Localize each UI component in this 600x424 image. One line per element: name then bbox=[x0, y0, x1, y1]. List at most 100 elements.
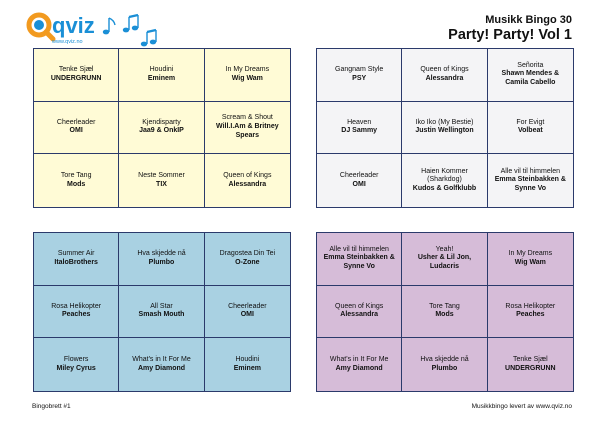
song-title: In My Dreams bbox=[225, 66, 270, 74]
song-title: Queen of Kings bbox=[223, 171, 272, 179]
bingo-cell: Queen of Kings Alessandra bbox=[205, 154, 290, 207]
bingo-card-3: Summer Air ItaloBrothers Hva skjedde nå Pl… bbox=[33, 232, 291, 392]
artist-name: Kudos & Golfklubb bbox=[412, 185, 477, 193]
artist-name: Eminem bbox=[233, 364, 261, 372]
qviz-logo: qviz www.qviz.no bbox=[22, 6, 170, 50]
song-title: Haien Kommer (Sharkdog) bbox=[421, 167, 468, 184]
bingo-cell: What's in It For Me Amy Diamond bbox=[119, 338, 205, 391]
song-title: Queen of Kings bbox=[420, 66, 469, 74]
artist-name: Amy Diamond bbox=[335, 364, 383, 372]
artist-name: Smash Mouth bbox=[138, 311, 185, 319]
logo-url: www.qviz.no bbox=[51, 39, 83, 45]
song-title: Scream & Shout bbox=[221, 114, 273, 122]
song-title: Kjendisparty bbox=[142, 118, 181, 126]
provider-credit: Musikkbingo levert av www.qviz.no bbox=[471, 403, 572, 410]
artist-name: Wig Wam bbox=[231, 74, 263, 82]
bingo-cell: All Star Smash Mouth bbox=[119, 285, 205, 339]
bingo-cell: Heaven DJ Sammy bbox=[317, 101, 403, 155]
bingo-cell: Alle vil til himmelen Emma Steinbakken & … bbox=[317, 233, 403, 286]
song-title: Gangnam Style bbox=[335, 66, 384, 74]
song-title: Summer Air bbox=[57, 250, 95, 258]
bingo-cell: Señorita Shawn Mendes & Camila Cabello bbox=[487, 49, 573, 102]
bingo-cell: Iko Iko (My Bestie) Justin Wellington bbox=[402, 101, 488, 155]
song-title: Alle vil til himmelen bbox=[329, 245, 389, 253]
song-title: Yeah! bbox=[435, 245, 454, 253]
bingo-cell: In My Dreams Wig Wam bbox=[487, 233, 573, 286]
song-title: Houdini bbox=[149, 66, 174, 74]
song-title: Alle vil til himmelen bbox=[500, 167, 561, 175]
artist-name: Plumbo bbox=[431, 364, 458, 372]
song-title: Dragostea Din Tei bbox=[219, 250, 276, 258]
song-title: Heaven bbox=[347, 118, 372, 126]
logo-graphic: qviz www.qviz.no bbox=[26, 12, 170, 47]
bingo-card-1: Tenke Sjæl UNDERGRUNN Houdini Eminem In My… bbox=[33, 48, 291, 208]
artist-name: OMI bbox=[352, 180, 366, 188]
bingo-title: Party! Party! Vol 1 bbox=[448, 27, 572, 43]
bingo-cell: Flowers Miley Cyrus bbox=[34, 338, 120, 391]
bingo-cell: Tenke Sjæl UNDERGRUNN bbox=[34, 49, 120, 102]
artist-name: Wig Wam bbox=[514, 258, 546, 266]
bingo-cell: Queen of Kings Alessandra bbox=[402, 49, 488, 102]
bingo-cell: Scream & Shout Will.I.Am & Britney Spears bbox=[204, 102, 290, 155]
song-title: Iko Iko (My Bestie) bbox=[415, 118, 474, 126]
song-title: What's in It For Me bbox=[132, 355, 191, 363]
artist-name: OMI bbox=[240, 311, 254, 319]
bingo-cell: In My Dreams Wig Wam bbox=[204, 49, 290, 102]
bingo-cell: Houdini Eminem bbox=[119, 49, 205, 102]
bingo-cell: Cheerleader OMI bbox=[34, 101, 120, 155]
song-title: Tore Tang bbox=[429, 302, 460, 310]
bingo-cell: Houdini Eminem bbox=[205, 338, 290, 391]
song-title: Hva skjedde nå bbox=[420, 355, 469, 363]
board-number: Bingobrett #1 bbox=[32, 403, 71, 410]
song-title: Cheerleader bbox=[339, 171, 379, 179]
song-title: Tenke Sjæl bbox=[513, 355, 548, 363]
bingo-card-4: Alle vil til himmelen Emma Steinbakken & … bbox=[316, 232, 574, 392]
artist-name: Will.I.Am & Britney Spears bbox=[216, 123, 279, 139]
artist-name: ItaloBrothers bbox=[54, 258, 98, 266]
artist-name: PSY bbox=[352, 74, 367, 82]
song-title: For Evigt bbox=[516, 118, 545, 126]
bingo-cell: Queen of Kings Alessandra bbox=[317, 285, 403, 339]
bingo-cell: Rosa Helikopter Peaches bbox=[487, 286, 573, 339]
song-title: In My Dreams bbox=[508, 250, 553, 258]
artist-name: Plumbo bbox=[148, 258, 175, 266]
artist-name: Shawn Mendes & Camila Cabello bbox=[501, 70, 560, 87]
artist-name: O-Zone bbox=[235, 258, 260, 266]
artist-name: Usher & Lil Jon, Ludacris bbox=[417, 254, 472, 271]
artist-name: TIX bbox=[156, 180, 167, 188]
song-title: Rosa Helikopter bbox=[51, 302, 102, 310]
song-title: What's in It For Me bbox=[329, 355, 389, 363]
song-title: Flowers bbox=[63, 355, 89, 363]
song-title: Houdini bbox=[235, 355, 260, 363]
song-title: Cheerleader bbox=[228, 302, 267, 310]
bingo-cell: Summer Air ItaloBrothers bbox=[34, 233, 120, 286]
song-title: Rosa Helikopter bbox=[505, 302, 556, 310]
song-title: Tenke Sjæl bbox=[58, 66, 94, 74]
artist-name: Alessandra bbox=[425, 74, 464, 82]
song-title: All Star bbox=[150, 302, 173, 310]
bingo-cell: What's in It For Me Amy Diamond bbox=[317, 338, 403, 391]
bingo-cell: Tore Tang Mods bbox=[402, 285, 488, 339]
music-notes-icon bbox=[102, 13, 170, 47]
song-title: Cheerleader bbox=[56, 118, 96, 126]
artist-name: UNDERGRUNN bbox=[505, 364, 556, 372]
artist-name: Amy Diamond bbox=[137, 364, 186, 372]
artist-name: Alessandra bbox=[228, 180, 267, 188]
bingo-cell: Tore Tang Mods bbox=[34, 154, 120, 207]
artist-name: Eminem bbox=[147, 74, 176, 82]
bingo-cell: Tenke Sjæl UNDERGRUNN bbox=[488, 338, 573, 391]
bingo-cell: Hva skjedde nå Plumbo bbox=[119, 233, 205, 286]
artist-name: UNDERGRUNN bbox=[50, 74, 102, 82]
song-title: Señorita bbox=[517, 61, 544, 69]
bingo-subtitle: Musikk Bingo 30 bbox=[485, 14, 572, 26]
bingo-cell: Cheerleader OMI bbox=[204, 286, 290, 339]
song-title: Tore Tang bbox=[60, 171, 92, 179]
bingo-cell: Yeah! Usher & Lil Jon, Ludacris bbox=[402, 233, 488, 286]
song-title: Neste Sommer bbox=[138, 171, 185, 179]
artist-name: Volbeat bbox=[517, 127, 543, 135]
bingo-cell: For Evigt Volbeat bbox=[487, 102, 573, 155]
bingo-cell: Dragostea Din Tei O-Zone bbox=[204, 233, 290, 286]
artist-name: Emma Steinbakken & Synne Vo bbox=[323, 254, 395, 271]
artist-name: Emma Steinbakken & Synne Vo bbox=[494, 176, 566, 193]
artist-name: DJ Sammy bbox=[341, 127, 378, 135]
